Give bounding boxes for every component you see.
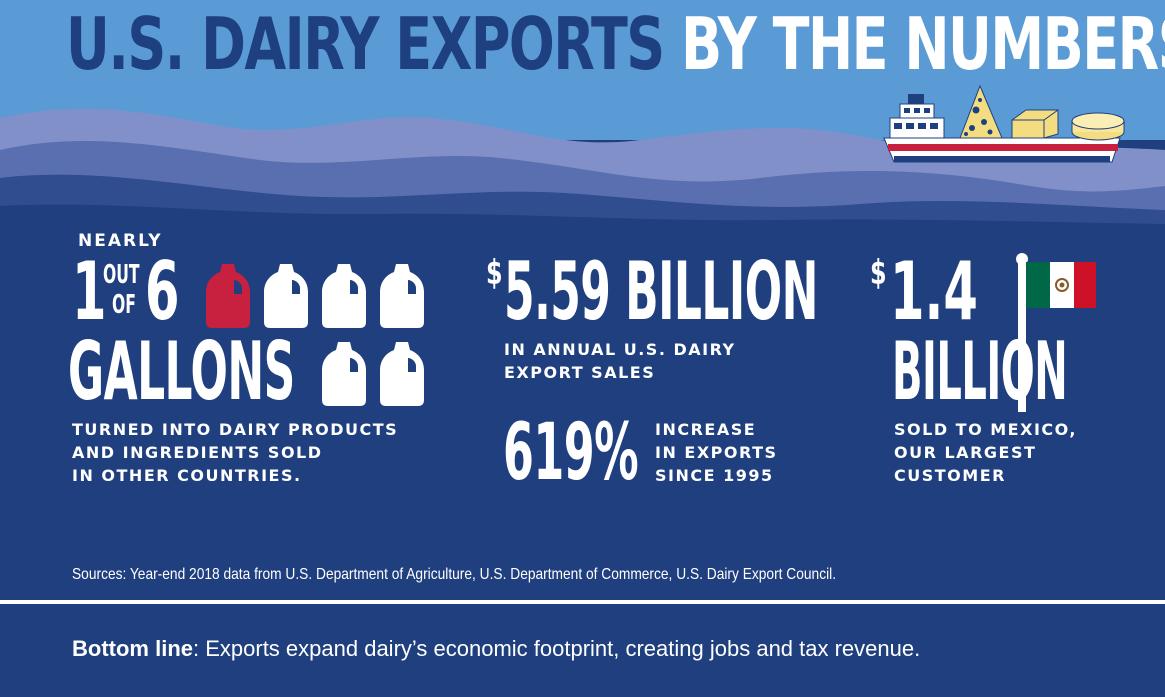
stat-one-number: 1 (72, 245, 107, 338)
gallon-jug-icon (264, 264, 308, 328)
gallon-jug-icon-highlighted (206, 264, 250, 328)
sales-description-line: IN ANNUAL U.S. DAIRY (504, 340, 736, 359)
sales-currency-symbol: $ (486, 253, 503, 293)
increase-description-line: IN EXPORTS (655, 443, 778, 462)
mexico-description-line: OUR LARGEST (894, 443, 1037, 462)
mexico-unit: BILLION (892, 325, 1068, 418)
nearly-label: NEARLY (78, 231, 163, 251)
out-label: OUT (103, 260, 140, 290)
gallon-jug-icon (322, 264, 366, 328)
cargo-ship-icon (883, 84, 1125, 163)
mexico-description-line: SOLD TO MEXICO, (894, 420, 1077, 439)
title-part-1: U.S. DAIRY EXPORTS (66, 2, 665, 86)
gallon-jug-icon (380, 264, 424, 328)
mexico-description: SOLD TO MEXICO, OUR LARGEST CUSTOMER (894, 418, 1077, 487)
sales-value: 5.59 BILLION (504, 245, 818, 338)
gallons-label: GALLONS (68, 325, 295, 418)
increase-description-line: SINCE 1995 (655, 466, 774, 485)
sales-description-line: EXPORT SALES (504, 363, 656, 382)
bottom-line-text: Bottom line: Exports expand dairy’s econ… (72, 636, 920, 662)
increase-description: INCREASE IN EXPORTS SINCE 1995 (655, 418, 778, 487)
gallons-description: TURNED INTO DAIRY PRODUCTS AND INGREDIEN… (72, 418, 398, 487)
gallons-description-line: TURNED INTO DAIRY PRODUCTS (72, 420, 399, 439)
bottom-line-label: Bottom line (72, 636, 193, 661)
bottom-line-message: : Exports expand dairy’s economic footpr… (193, 636, 921, 661)
increase-description-line: INCREASE (655, 420, 757, 439)
gallons-description-line: AND INGREDIENTS SOLD (72, 443, 323, 462)
gallons-description-line: IN OTHER COUNTRIES. (72, 466, 302, 485)
increase-value: 619% (503, 408, 639, 498)
sales-description: IN ANNUAL U.S. DAIRY EXPORT SALES (504, 338, 736, 384)
mexico-currency-symbol: $ (870, 253, 887, 293)
page-title: U.S. DAIRY EXPORTS BY THE NUMBERS (66, 8, 1165, 80)
gallon-jug-icon (322, 342, 366, 406)
of-label: OF (112, 290, 136, 320)
mexico-description-line: CUSTOMER (894, 466, 1006, 485)
title-part-2: BY THE NUMBERS (681, 2, 1165, 86)
mexico-flag-icon (1016, 253, 1096, 412)
bottom-line-bar (0, 600, 1165, 697)
mexico-value: 1.4 (890, 245, 978, 338)
sources-note: Sources: Year-end 2018 data from U.S. De… (72, 566, 837, 583)
stat-six-number: 6 (145, 245, 180, 338)
gallon-jug-icon (380, 342, 424, 406)
